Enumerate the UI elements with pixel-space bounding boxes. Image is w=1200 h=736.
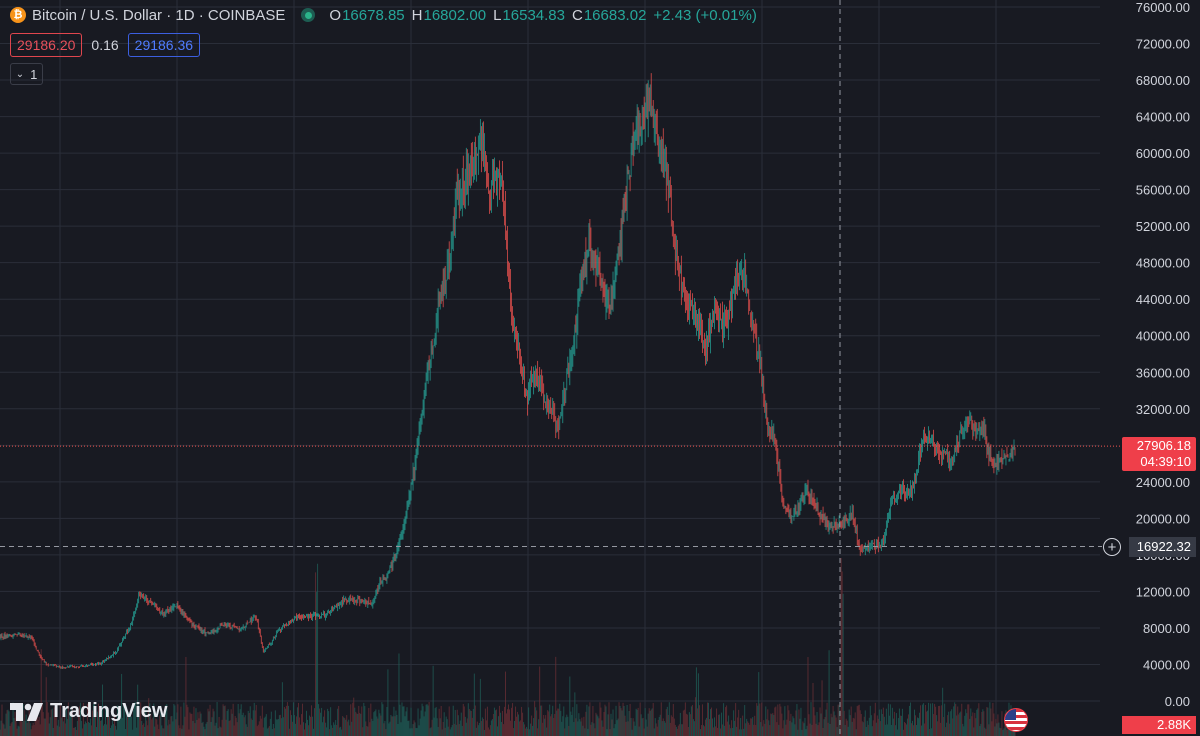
last-price-label: 27906.18 04:39:10 [1122,437,1196,471]
buy-button[interactable]: 29186.36 [127,33,201,57]
symbol-title[interactable]: Bitcoin / U.S. Dollar · 1D · COINBASE [32,6,286,24]
volume-histogram [0,557,1016,736]
ohlc-open-key: O [329,6,342,24]
y-tick-label: 76000.00 [1136,0,1190,15]
y-tick-label: 60000.00 [1136,146,1190,161]
symbol-legend: ₿ Bitcoin / U.S. Dollar · 1D · COINBASE … [10,4,764,26]
ohlc-low-key: L [493,6,502,24]
us-flag-icon[interactable] [1004,708,1028,732]
price-axis: 76000.00 72000.00 68000.00 64000.00 60000.00… [1136,0,1190,709]
bar-countdown: 04:39:10 [1140,454,1191,469]
y-tick-label: 24000.00 [1136,475,1190,490]
chevron-down-icon: ⌄ [15,68,25,80]
chart-overlay [0,0,1120,736]
chart-grid [0,0,1100,736]
candlestick-series [0,73,1016,670]
y-tick-label: 0.00 [1165,694,1190,709]
market-open-icon [301,8,316,22]
y-tick-label: 52000.00 [1136,219,1190,234]
y-tick-label: 56000.00 [1136,183,1190,198]
ohlc-high-key: H [411,6,423,24]
indicators-toggle[interactable]: ⌄ 1 [10,63,43,85]
y-tick-label: 20000.00 [1136,511,1190,526]
ohlc-close-value: 16683.02 [583,6,647,24]
ohlc-high-value: 16802.00 [423,6,487,24]
tradingview-logo[interactable]: TradingView [10,700,167,723]
trade-buttons: 29186.20 0.16 29186.36 [10,33,201,57]
sell-button[interactable]: 29186.20 [10,33,83,57]
ohlc-low-value: 16534.83 [502,6,565,24]
y-tick-label: 44000.00 [1136,292,1190,307]
crosshair-price-label: 16922.32 [1129,537,1196,557]
ohlc-open-value: 16678.85 [342,6,405,24]
y-tick-label: 4000.00 [1143,657,1190,672]
indicator-count: 1 [30,66,38,82]
price-change: +2.43 (+0.01%) [653,6,757,24]
y-tick-label: 72000.00 [1136,37,1190,52]
y-tick-label: 32000.00 [1136,402,1190,417]
y-tick-label: 64000.00 [1136,110,1190,125]
y-tick-label: 36000.00 [1136,365,1190,380]
y-tick-label: 8000.00 [1143,621,1190,636]
ohlc-close-key: C [572,6,583,24]
y-tick-label: 12000.00 [1136,584,1190,599]
tradingview-logo-icon [10,702,44,721]
tradingview-logo-text: TradingView [50,700,168,722]
add-alert-plus-icon[interactable]: + [1103,538,1121,556]
y-tick-label: 40000.00 [1136,329,1190,344]
y-tick-label: 48000.00 [1136,256,1190,271]
last-price-value: 27906.18 [1136,438,1191,453]
bitcoin-icon: ₿ [10,7,26,23]
volume-label: 2.88K [1122,716,1196,734]
spread-value: 0.16 [91,37,119,53]
y-tick-label: 68000.00 [1136,73,1190,88]
